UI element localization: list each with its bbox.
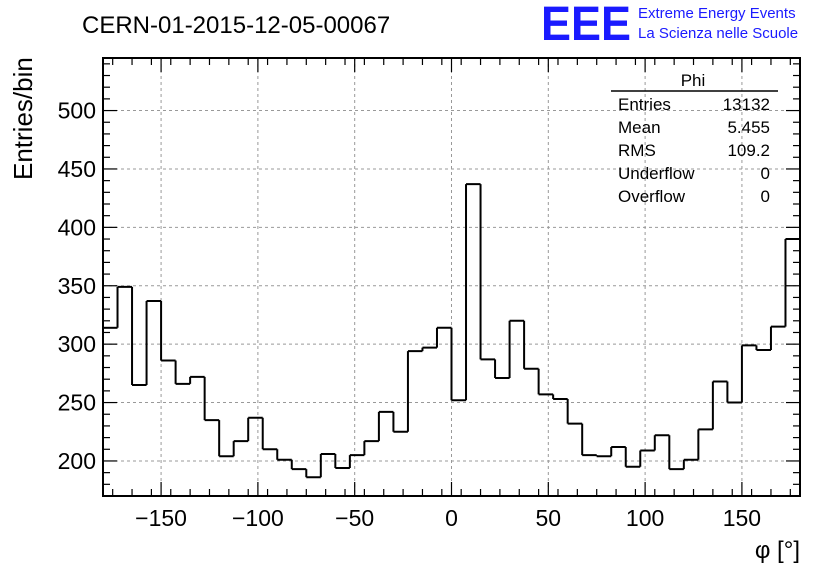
histogram-bin: [566, 399, 583, 425]
histogram-bin: [406, 350, 423, 432]
histogram-bin: [653, 434, 670, 451]
histogram-bin: [682, 458, 699, 470]
stats-rows: Entries 13132 Mean 5.455 RMS 109.2 Underflow 0 O…: [618, 95, 770, 206]
y-tick-label: 400: [58, 214, 96, 240]
x-tick-label: −150: [135, 505, 187, 531]
histogram-bin: [290, 459, 307, 471]
histogram-bin: [232, 440, 249, 457]
histogram-bin: [261, 417, 278, 451]
chart-title: CERN-01-2015-12-05-00067: [82, 12, 390, 39]
histogram-bin: [116, 285, 133, 328]
stats-value: 13132: [723, 95, 770, 114]
histogram-bin: [363, 440, 379, 456]
x-tick-label: 100: [626, 505, 664, 531]
histogram-bin: [435, 326, 452, 348]
grid: [103, 58, 800, 496]
axis-ticks: [103, 58, 800, 496]
stats-value: 0: [761, 164, 770, 183]
histogram-bin: [595, 455, 612, 458]
histogram-bin: [465, 183, 481, 401]
y-axis-title: Entries/bin: [8, 57, 38, 180]
histogram-bin: [552, 394, 568, 401]
histogram-bin: [784, 238, 800, 327]
y-tick-label: 250: [58, 390, 96, 416]
y-tick-label: 300: [58, 331, 96, 357]
histogram-bin: [189, 375, 205, 384]
histogram-bin: [131, 286, 147, 387]
histogram-bin: [247, 416, 263, 442]
histogram-bin: [494, 359, 510, 380]
y-tick-label: 200: [58, 448, 96, 474]
histogram-bin: [610, 445, 626, 457]
histogram-bin: [450, 327, 467, 402]
y-tick-label: 350: [58, 273, 96, 299]
histogram-bin: [392, 411, 408, 433]
histogram-bin: [769, 325, 786, 350]
x-tick-label: 150: [723, 505, 761, 531]
x-tick-label: −50: [335, 505, 374, 531]
histogram-bin: [697, 428, 713, 460]
histogram-bin: [319, 452, 336, 478]
stats-value: 109.2: [727, 141, 770, 160]
x-axis-title: φ [°]: [755, 537, 800, 564]
histogram-bin: [174, 360, 191, 385]
y-tick-label: 450: [58, 156, 96, 182]
stats-label: RMS: [618, 141, 656, 160]
stats-label: Mean: [618, 118, 661, 137]
histogram-bin: [668, 435, 684, 471]
histogram-bin: [305, 469, 321, 479]
stats-label: Overflow: [618, 187, 686, 206]
histogram-bin: [624, 446, 641, 468]
stats-value: 5.455: [727, 118, 770, 137]
logo-line-2: La Scienza nelle Scuole: [638, 25, 798, 42]
y-tick-label: 500: [58, 98, 96, 124]
logo-line-1: Extreme Energy Events: [638, 5, 796, 22]
eee-logo: EEE: [541, 0, 631, 51]
histogram-bin: [276, 449, 292, 461]
stats-label: Underflow: [618, 164, 695, 183]
histogram-bin: [145, 299, 162, 386]
histogram-bin: [711, 380, 728, 430]
histogram-bin: [377, 410, 394, 442]
histogram-bin: [639, 449, 655, 467]
x-tick-label: −100: [232, 505, 284, 531]
plot-frame: [102, 57, 801, 497]
x-tick-label: 0: [445, 505, 458, 531]
stats-title: Phi: [681, 71, 706, 90]
histogram-bin: [218, 420, 234, 458]
histogram-bin: [348, 454, 365, 468]
histogram-bin: [508, 319, 525, 379]
x-tick-label: 50: [536, 505, 562, 531]
histogram-series: [103, 183, 800, 479]
histogram-bin: [421, 346, 437, 352]
histogram-bin: [203, 376, 220, 422]
histogram-bin: [537, 368, 554, 396]
histogram-bin: [479, 184, 496, 361]
histogram-bin: [755, 345, 771, 351]
y-tick-labels: 200 250 300 350 400 450 500: [58, 98, 96, 474]
stats-box: Phi Entries 13132 Mean 5.455 RMS 109.2 Underfl…: [611, 71, 778, 206]
stats-label: Entries: [618, 95, 671, 114]
x-tick-labels: −150 −100 −50 0 50 100 150: [135, 505, 761, 531]
histogram-bin: [523, 320, 539, 370]
histogram-bin: [726, 381, 742, 404]
histogram-bin: [160, 300, 176, 362]
stats-value: 0: [761, 187, 770, 206]
histogram-bin: [581, 423, 597, 457]
histogram-bin: [740, 344, 757, 403]
histogram-bin: [334, 453, 350, 469]
